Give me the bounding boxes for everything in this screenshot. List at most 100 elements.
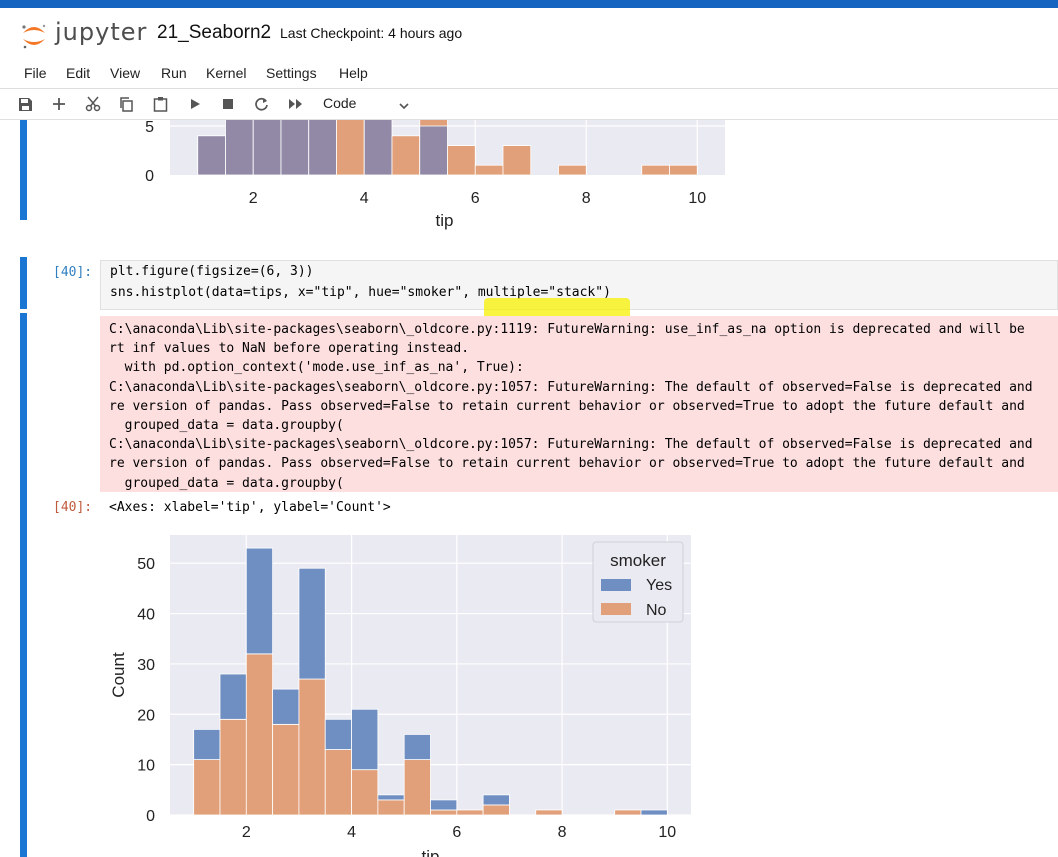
legend-swatch-yes	[601, 579, 631, 591]
x-tick-label: 4	[347, 824, 356, 841]
header: jupyter 21_Seaborn2 Last Checkpoint: 4 h…	[0, 8, 1058, 58]
fast-forward-icon[interactable]	[285, 94, 305, 114]
prev-bar-yes	[280, 120, 310, 176]
notebook-toolbar: Code	[0, 89, 1058, 120]
checkpoint-status: Last Checkpoint: 4 hours ago	[280, 25, 463, 41]
chevron-down-icon[interactable]	[398, 97, 410, 116]
prev-bar-no	[474, 164, 504, 176]
prev-x-tick-label: 2	[249, 190, 258, 207]
bar-yes	[377, 794, 405, 801]
prev-bar-no	[447, 145, 476, 176]
menu-edit[interactable]: Edit	[66, 65, 91, 81]
bar-no	[614, 809, 642, 816]
menu-settings[interactable]: Settings	[266, 65, 317, 81]
y-axis-label: Count	[109, 652, 128, 698]
previous-histogram-chart: 2 4 6 8 10 0 5 tip	[145, 120, 725, 230]
input-prompt: [40]:	[53, 265, 93, 280]
menu-bar: File Edit View Run Kernel Settings Help	[0, 58, 1058, 89]
prev-x-tick-label: 4	[360, 190, 369, 207]
stop-icon[interactable]	[218, 94, 238, 114]
prev-bar-yes	[363, 120, 393, 176]
prev-bar-no	[502, 145, 532, 176]
x-tick-label: 2	[242, 824, 251, 841]
cell-type-select[interactable]: Code	[323, 95, 357, 111]
prev-bar-yes	[197, 135, 226, 176]
prev-bar-yes	[225, 120, 254, 176]
legend-box	[592, 541, 684, 623]
output-prompt: [40]:	[53, 500, 93, 515]
bar-no	[245, 653, 274, 816]
add-cell-icon[interactable]	[49, 94, 69, 114]
bar-no	[193, 759, 221, 816]
bar-no	[219, 718, 247, 816]
prev-bar-no	[558, 164, 587, 176]
prev-bar-yes	[252, 120, 282, 176]
x-tick-label: 6	[452, 824, 461, 841]
bar-no	[403, 759, 431, 816]
prev-bar-yes	[308, 120, 337, 176]
jupyter-logo-icon[interactable]	[20, 22, 48, 54]
menu-help[interactable]: Help	[339, 65, 368, 81]
bar-no	[535, 809, 563, 816]
restart-icon[interactable]	[251, 94, 271, 114]
bar-yes	[272, 688, 300, 725]
bar-no	[272, 723, 300, 816]
prev-bar-no	[669, 164, 698, 176]
menu-kernel[interactable]: Kernel	[206, 65, 247, 81]
x-tick-label: 8	[558, 824, 567, 841]
bar-yes	[193, 728, 221, 761]
prev-bar-yes	[419, 125, 448, 176]
bar-yes	[640, 809, 668, 816]
code-line-1: plt.figure(figsize=(6, 3))	[110, 264, 314, 279]
bar-yes	[324, 718, 352, 750]
stderr-line: with pd.option_context('mode.use_inf_as_…	[109, 360, 524, 376]
stderr-line: C:\anaconda\Lib\site-packages\seaborn\_o…	[109, 437, 1033, 453]
output-repr: <Axes: xlabel='tip', ylabel='Count'>	[109, 500, 391, 515]
prev-x-tick-label: 8	[582, 190, 591, 207]
bar-no	[482, 804, 510, 816]
stderr-line: C:\anaconda\Lib\site-packages\seaborn\_o…	[109, 322, 1025, 337]
prev-bar-no	[336, 120, 365, 176]
run-icon[interactable]	[185, 94, 205, 114]
menu-file[interactable]: File	[24, 65, 47, 81]
bar-no	[324, 749, 352, 816]
x-axis-label: tip	[422, 847, 440, 857]
active-input-cell-indicator	[20, 257, 27, 309]
notebook-name[interactable]: 21_Seaborn2	[157, 22, 272, 43]
y-tick-label: 10	[137, 758, 155, 775]
stderr-line: re version of pandas. Pass observed=Fals…	[109, 456, 1025, 472]
y-tick-label: 20	[137, 707, 155, 724]
cut-icon[interactable]	[83, 94, 103, 114]
legend-swatch-no	[601, 603, 631, 615]
legend-label-yes: Yes	[646, 577, 672, 594]
prev-bar-no	[641, 164, 670, 176]
bar-yes	[430, 799, 458, 811]
copy-icon[interactable]	[116, 94, 136, 114]
y-tick-label: 50	[137, 556, 155, 573]
top-brand-strip	[0, 0, 1058, 8]
bar-no	[430, 809, 458, 816]
prev-y-tick-label: 0	[145, 168, 154, 185]
stderr-line: re version of pandas. Pass observed=Fals…	[109, 398, 1025, 414]
prev-x-tick-label: 10	[688, 190, 706, 207]
bar-no	[298, 678, 326, 816]
code-line-2: sns.histplot(data=tips, x="tip", hue="sm…	[110, 285, 611, 300]
prev-bar-no	[391, 135, 421, 176]
y-tick-label: 40	[137, 607, 155, 624]
bar-no	[456, 809, 484, 816]
menu-run[interactable]: Run	[161, 65, 187, 81]
menu-view[interactable]: View	[110, 65, 141, 81]
notebook-area: 2 4 6 8 10 0 5 tip [40]: plt.figure(figsize=(6,…	[0, 120, 1058, 857]
legend-title: smoker	[610, 551, 666, 570]
bar-yes	[219, 673, 247, 720]
bar-yes	[245, 547, 274, 655]
prev-x-axis-label: tip	[436, 211, 454, 230]
y-tick-label: 0	[146, 808, 155, 825]
y-tick-label: 30	[137, 657, 155, 674]
save-icon[interactable]	[15, 94, 35, 114]
stderr-line: C:\anaconda\Lib\site-packages\seaborn\_o…	[109, 379, 1033, 395]
bar-yes	[482, 794, 510, 806]
jupyter-logo-text: jupyter	[55, 18, 148, 46]
x-tick-label: 10	[658, 824, 676, 841]
paste-icon[interactable]	[150, 94, 170, 114]
